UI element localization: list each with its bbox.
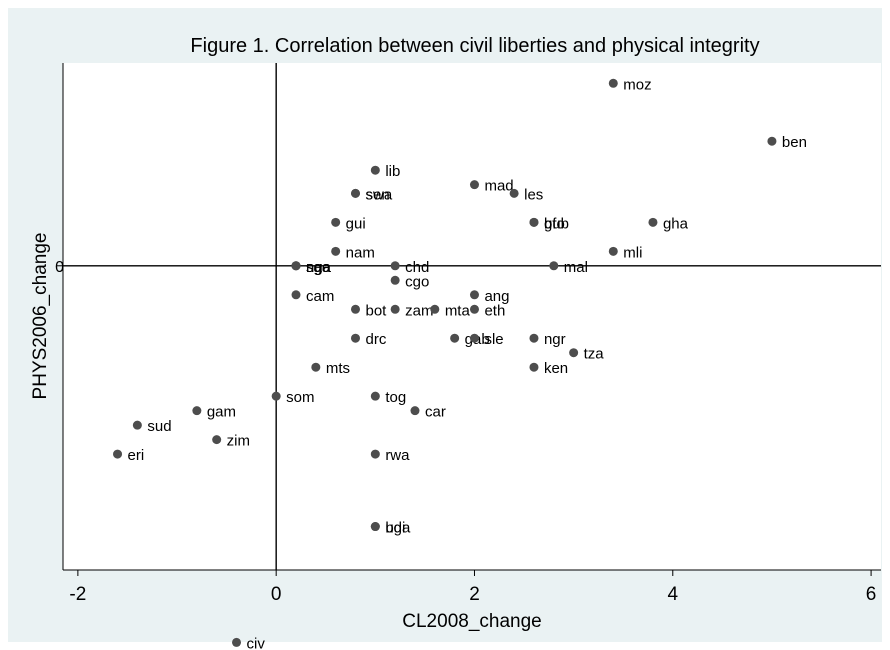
data-point-cam (291, 290, 301, 300)
data-point-mta (430, 304, 440, 314)
data-point-eri (113, 449, 123, 459)
point-label-nga: nga (306, 259, 332, 276)
point-label-ken: ken (544, 360, 568, 377)
data-point-chd (390, 261, 400, 271)
point-label-mts: mts (326, 360, 350, 377)
point-label-les: les (524, 186, 543, 203)
data-point-ben (767, 136, 777, 146)
axes: -2 0 2 4 6 0 (55, 63, 881, 605)
point-label-mta: mta (445, 302, 471, 319)
point-label-sle: sle (484, 331, 503, 348)
data-point-civ (232, 637, 242, 647)
point-label-moz: moz (623, 76, 651, 93)
point-label-rwa: rwa (385, 447, 410, 464)
point-label-ben: ben (782, 134, 807, 151)
point-label-uga: uga (385, 520, 411, 537)
reference-lines (63, 63, 881, 570)
data-point-mal (549, 261, 559, 271)
point-label-tza: tza (584, 346, 605, 363)
data-point-uga (370, 522, 380, 532)
point-label-civ: civ (247, 635, 266, 650)
point-label-sga: sga (306, 259, 331, 276)
point-label-sud: sud (147, 418, 171, 435)
data-point-gui (331, 217, 341, 227)
data-point-gub (529, 217, 539, 227)
x-tick-label: 4 (667, 584, 678, 605)
point-label-mal: mal (564, 259, 588, 276)
point-label-som: som (286, 389, 314, 406)
data-point-gab (450, 333, 460, 343)
data-point-ken (529, 362, 539, 372)
data-point-rwa (370, 449, 380, 459)
data-point-som (271, 391, 281, 401)
data-point-sga (291, 261, 301, 271)
data-point-eth (469, 304, 479, 314)
x-axis-label: CL2008_change (402, 611, 541, 632)
data-point-lib (370, 165, 380, 175)
point-label-gha: gha (663, 215, 689, 232)
point-label-gub: gub (544, 215, 569, 232)
data-point-cgo (390, 275, 400, 285)
point-label-mli: mli (623, 244, 642, 261)
point-label-eri: eri (128, 447, 145, 464)
data-point-mli (608, 246, 618, 256)
y-axis-label: PHYS2006_change (30, 233, 51, 400)
y-tick-label: 0 (55, 259, 64, 276)
data-point-moz (608, 78, 618, 88)
point-label-sen: sen (365, 186, 389, 203)
point-label-ang: ang (484, 288, 509, 305)
point-label-cam: cam (306, 288, 334, 305)
point-label-drc: drc (365, 331, 386, 348)
point-label-sae: sae (306, 259, 330, 276)
point-label-cgo: cgo (405, 273, 429, 290)
data-point-nam (331, 246, 341, 256)
plot-area (63, 63, 881, 570)
point-label-zim: zim (227, 433, 250, 450)
data-point-car (410, 406, 420, 416)
data-point-gam (192, 406, 202, 416)
data-point-drc (350, 333, 360, 343)
data-point-ang (469, 290, 479, 300)
data-point-sen (350, 188, 360, 198)
x-tick-label: 2 (469, 584, 480, 605)
point-label-bfo: bfo (544, 215, 565, 232)
data-point-zam (390, 304, 400, 314)
data-point-tza (569, 348, 579, 358)
x-tick-label: 0 (271, 584, 282, 605)
data-point-tog (370, 391, 380, 401)
data-point-sud (132, 420, 142, 430)
data-point-mad (469, 180, 479, 190)
point-label-mad: mad (484, 178, 513, 195)
point-label-car: car (425, 404, 446, 421)
point-label-zam: zam (405, 302, 433, 319)
point-label-ngr: ngr (544, 331, 566, 348)
point-label-gam: gam (207, 404, 236, 421)
point-label-bdi: bdi (385, 520, 405, 537)
point-label-bot: bot (365, 302, 387, 319)
chart-title: Figure 1. Correlation between civil libe… (190, 35, 759, 57)
data-point-gha (648, 217, 658, 227)
point-label-tog: tog (385, 389, 406, 406)
data-point-bot (350, 304, 360, 314)
point-label-eth: eth (484, 302, 505, 319)
x-tick-label: 6 (866, 584, 877, 605)
data-point-zim (212, 435, 222, 445)
point-label-lib: lib (385, 163, 400, 180)
point-label-chd: chd (405, 259, 429, 276)
data-point-mts (311, 362, 321, 372)
point-label-swa: swa (365, 186, 392, 203)
point-label-nam: nam (346, 244, 375, 261)
x-tick-label: -2 (69, 584, 86, 605)
data-point-ngr (529, 333, 539, 343)
point-label-gui: gui (346, 215, 366, 232)
data-point-sle (469, 333, 479, 343)
data-point-les (509, 188, 519, 198)
